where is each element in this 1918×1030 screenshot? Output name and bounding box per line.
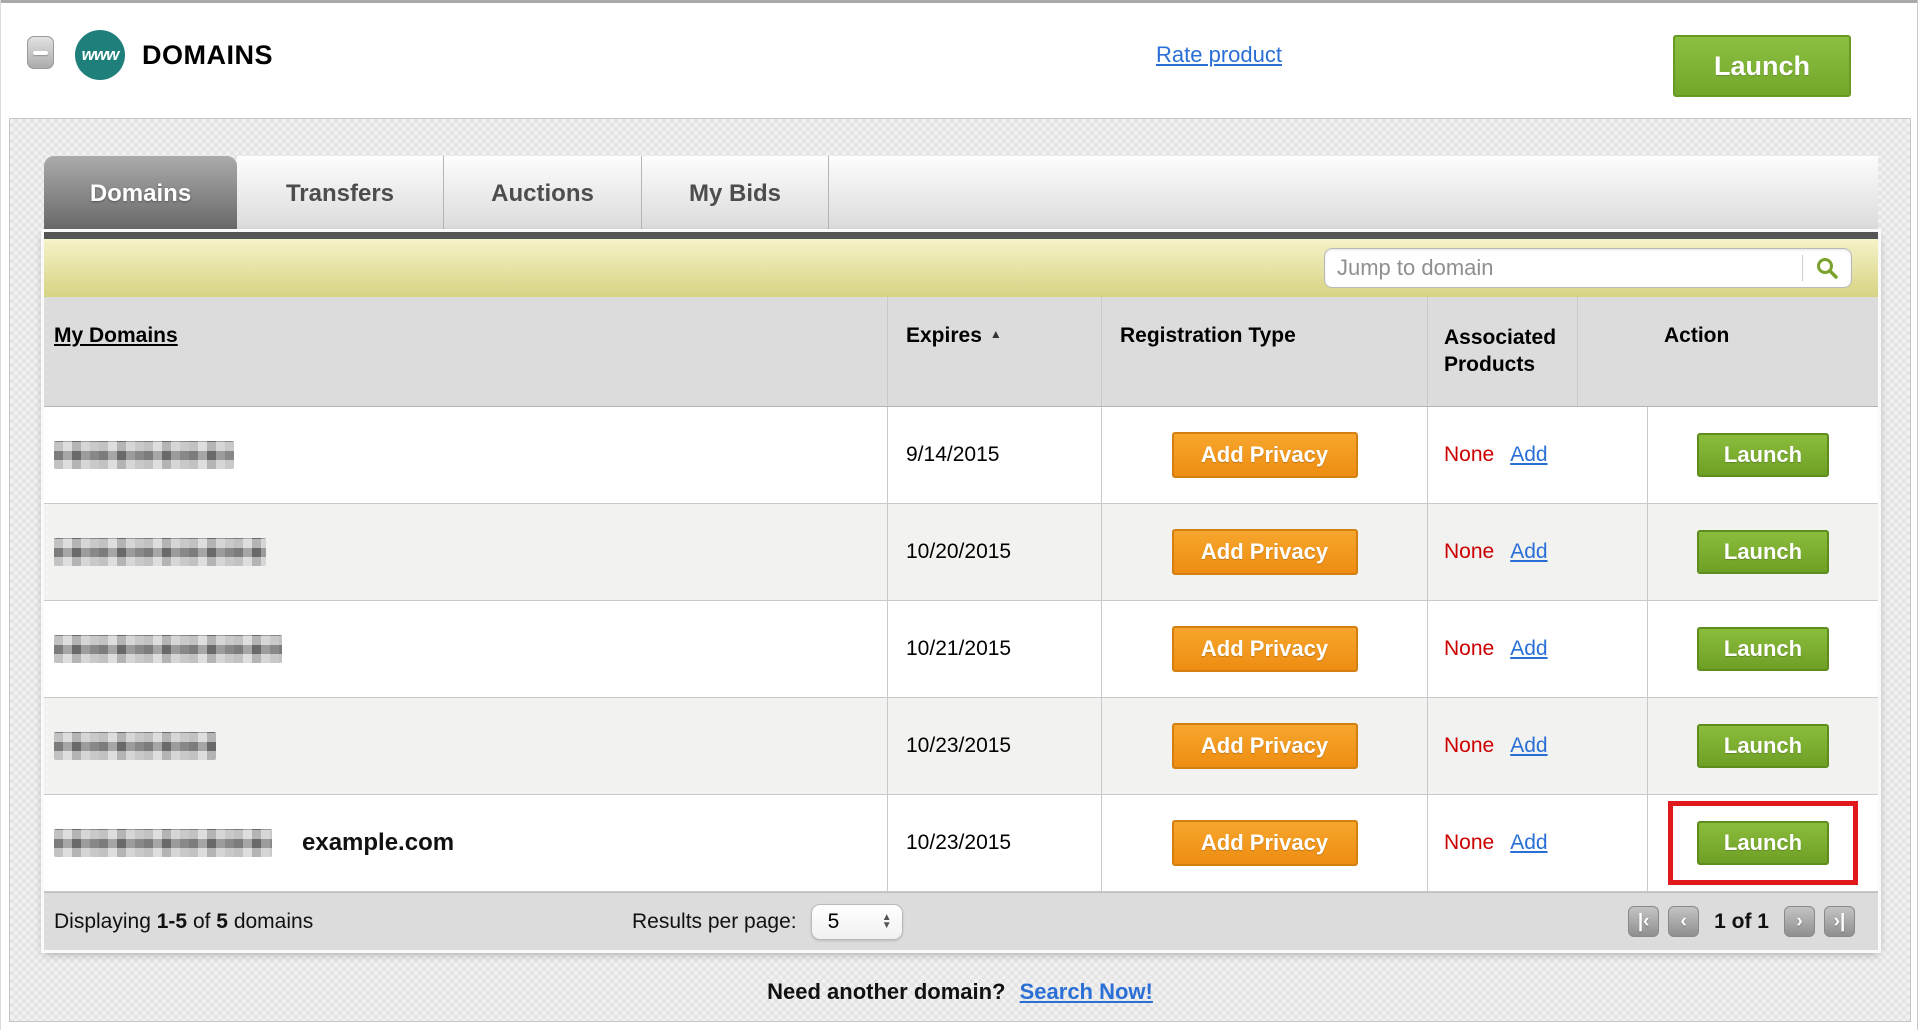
last-page-icon[interactable]: ›|: [1824, 906, 1855, 937]
launch-button[interactable]: Launch: [1697, 433, 1829, 477]
table-row: 10/23/2015 Add Privacy None Add Launch: [44, 698, 1878, 795]
associated-none-value: None: [1444, 540, 1495, 563]
add-product-link[interactable]: Add: [1510, 734, 1548, 757]
domains-panel: My Domains Expires ▲ Registration Type A…: [41, 229, 1881, 953]
launch-button[interactable]: Launch: [1697, 724, 1829, 768]
search-divider: [1802, 255, 1803, 281]
tab-domains-label: Domains: [89, 180, 192, 207]
redacted-domain: [54, 441, 234, 469]
results-per-page-select[interactable]: 5 ▲ ▼: [810, 903, 903, 940]
column-header-associated-products: Associated Products: [1428, 297, 1578, 406]
panel-top-bar: [44, 232, 1878, 239]
www-globe-icon: www: [75, 30, 125, 80]
column-header-registration-type: Registration Type: [1102, 297, 1428, 406]
displaying-status: Displaying 1-5 of 5 domains: [44, 910, 313, 934]
column-header-my-domains[interactable]: My Domains: [44, 297, 888, 406]
tab-auctions[interactable]: Auctions: [444, 156, 642, 232]
tab-my-bids[interactable]: My Bids: [642, 156, 829, 232]
top-border: [1, 0, 1917, 3]
add-privacy-button[interactable]: Add Privacy: [1171, 432, 1358, 478]
launch-button-header[interactable]: Launch: [1673, 35, 1851, 97]
content-background: Domains Transfers Auctions My Bids: [9, 118, 1911, 1022]
registration-type-label: Registration Type: [1120, 324, 1296, 347]
add-product-link[interactable]: Add: [1510, 637, 1548, 660]
column-header-action: Action: [1648, 297, 1878, 406]
add-privacy-button[interactable]: Add Privacy: [1171, 723, 1358, 769]
stepper-arrows-icon: ▲ ▼: [881, 912, 892, 931]
add-product-link[interactable]: Add: [1510, 540, 1548, 563]
table-row: 9/14/2015 Add Privacy None Add Launch: [44, 407, 1878, 504]
launch-button-highlighted[interactable]: Launch: [1697, 821, 1829, 865]
displaying-range: 1-5: [156, 909, 188, 933]
table-row: 10/21/2015 Add Privacy None Add Launch: [44, 601, 1878, 698]
next-page-icon[interactable]: ›: [1784, 906, 1815, 937]
collapse-icon[interactable]: [27, 36, 54, 69]
tab-domains[interactable]: Domains: [44, 156, 237, 232]
page-title: DOMAINS: [142, 40, 273, 70]
expires-value: 10/21/2015: [888, 601, 1102, 697]
search-bar: [44, 239, 1878, 297]
jump-to-domain-input[interactable]: [1325, 255, 1802, 281]
associated-none-value: None: [1444, 443, 1495, 466]
add-product-link[interactable]: Add: [1510, 831, 1548, 854]
need-domain-text: Need another domain?: [767, 979, 1006, 1004]
associated-none-value: None: [1444, 637, 1495, 660]
previous-page-icon[interactable]: ‹: [1668, 906, 1700, 937]
first-page-icon[interactable]: |‹: [1628, 906, 1660, 937]
tab-my-bids-label: My Bids: [688, 180, 781, 207]
my-domains-label: My Domains: [54, 324, 178, 347]
search-now-link[interactable]: Search Now!: [1019, 979, 1153, 1004]
table-footer: Displaying 1-5 of 5 domains Results per …: [44, 892, 1878, 950]
displaying-prefix: Displaying: [54, 909, 151, 933]
action-label: Action: [1664, 324, 1730, 347]
launch-button[interactable]: Launch: [1697, 627, 1829, 671]
associated-none-value: None: [1444, 734, 1495, 757]
table-row: 10/20/2015 Add Privacy None Add Launch: [44, 504, 1878, 601]
table-row-example-com: example.com 10/23/2015 Add Privacy None …: [44, 795, 1878, 892]
add-privacy-button[interactable]: Add Privacy: [1171, 820, 1358, 866]
tab-transfers-label: Transfers: [285, 180, 395, 207]
add-product-link[interactable]: Add: [1510, 443, 1548, 466]
redacted-domain: [54, 829, 272, 857]
need-domain-prompt: Need another domain? Search Now!: [10, 979, 1910, 1005]
redacted-domain: [54, 732, 216, 760]
tab-auctions-label: Auctions: [491, 180, 594, 207]
tab-transfers[interactable]: Transfers: [237, 156, 444, 232]
expires-value: 10/23/2015: [888, 698, 1102, 794]
column-header-expires[interactable]: Expires ▲: [888, 297, 1102, 406]
expires-value: 10/20/2015: [888, 504, 1102, 600]
launch-button[interactable]: Launch: [1697, 530, 1829, 574]
redacted-domain: [54, 538, 266, 566]
expires-label: Expires: [906, 324, 982, 347]
displaying-total: 5: [216, 909, 228, 933]
domain-annotation-label: example.com: [302, 829, 455, 856]
pagination: |‹ ‹ 1 of 1 › ›|: [1628, 906, 1855, 937]
displaying-suffix: domains: [233, 909, 314, 933]
sort-asc-icon: ▲: [989, 327, 1002, 341]
redacted-domain: [54, 635, 282, 663]
results-per-page-value: 5: [827, 909, 840, 933]
table-header-row: My Domains Expires ▲ Registration Type A…: [44, 297, 1878, 407]
page-status: 1 of 1: [1714, 909, 1769, 933]
tab-bar-filler: [829, 156, 1878, 232]
red-highlight-box: Launch: [1668, 801, 1858, 885]
rate-product-link[interactable]: Rate product: [1156, 42, 1282, 67]
jump-to-domain-box: [1324, 248, 1852, 288]
associated-none-value: None: [1444, 831, 1495, 854]
add-privacy-button[interactable]: Add Privacy: [1171, 626, 1358, 672]
add-privacy-button[interactable]: Add Privacy: [1171, 529, 1358, 575]
search-icon[interactable]: [1803, 256, 1851, 280]
results-per-page-label: Results per page:: [632, 909, 797, 933]
app-header: www DOMAINS Rate product Launch: [1, 3, 1917, 118]
expires-value: 9/14/2015: [888, 407, 1102, 503]
displaying-of: of: [192, 909, 211, 933]
expires-value: 10/23/2015: [888, 795, 1102, 891]
associated-products-label: Associated Products: [1444, 326, 1557, 377]
results-per-page: Results per page: 5 ▲ ▼: [632, 903, 903, 940]
tab-bar: Domains Transfers Auctions My Bids: [44, 156, 1878, 232]
